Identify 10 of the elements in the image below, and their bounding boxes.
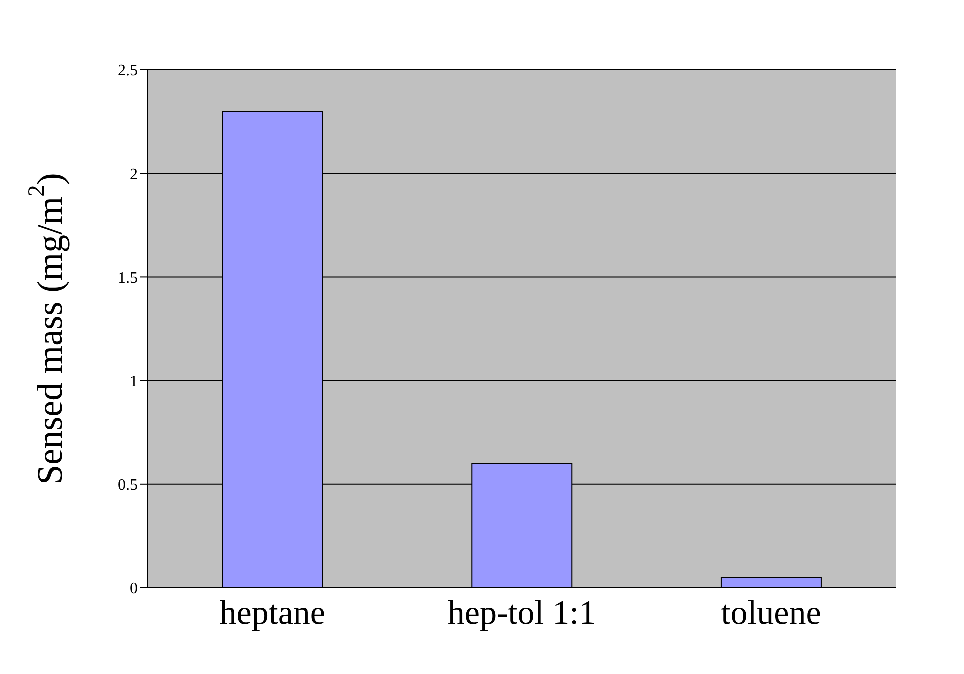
x-tick-label: toluene: [721, 595, 822, 632]
y-tick-label: 1: [130, 373, 138, 390]
bar: [720, 577, 822, 588]
x-tick-label: hep-tol 1:1: [448, 595, 596, 632]
y-tick-label: 1.5: [118, 270, 138, 287]
y-tick-label: 2.5: [118, 62, 138, 80]
y-tick-label: 0.5: [118, 477, 138, 494]
y-tick-label: 0: [130, 580, 138, 598]
x-tick-label: heptane: [220, 595, 326, 632]
y-tick-label: 2: [130, 166, 138, 184]
